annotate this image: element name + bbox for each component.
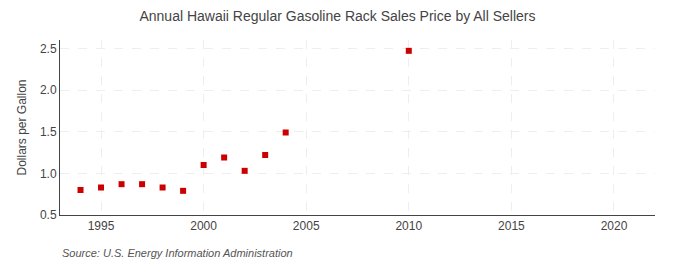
svg-text:0.5: 0.5 (40, 208, 57, 222)
svg-text:2.5: 2.5 (40, 42, 57, 56)
svg-text:2005: 2005 (293, 219, 320, 233)
svg-text:2000: 2000 (190, 219, 217, 233)
svg-text:Annual Hawaii Regular Gasoline: Annual Hawaii Regular Gasoline Rack Sale… (139, 8, 535, 24)
svg-text:2015: 2015 (498, 219, 525, 233)
svg-text:1.0: 1.0 (40, 167, 57, 181)
svg-text:2010: 2010 (395, 219, 422, 233)
svg-text:2020: 2020 (601, 219, 628, 233)
svg-text:1.5: 1.5 (40, 125, 57, 139)
svg-text:1995: 1995 (88, 219, 115, 233)
svg-text:Dollars per Gallon: Dollars per Gallon (15, 79, 29, 175)
svg-text:2.0: 2.0 (40, 83, 57, 97)
svg-text:Source: U.S. Energy Informatio: Source: U.S. Energy Information Administ… (62, 247, 293, 259)
